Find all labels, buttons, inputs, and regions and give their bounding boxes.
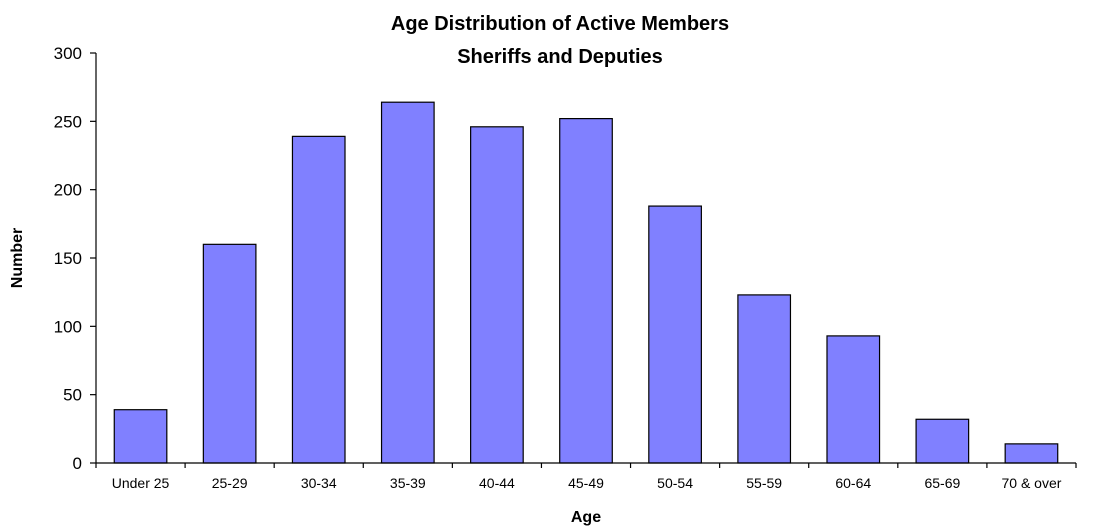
y-tick-label-0: 0: [73, 454, 82, 473]
x-tick-label-9: 65-69: [924, 475, 960, 491]
x-tick-label-7: 55-59: [746, 475, 782, 491]
y-axis-label: Number: [9, 228, 26, 288]
x-tick-label-3: 35-39: [390, 475, 426, 491]
bar-6: [648, 205, 702, 464]
y-tick-label-3: 150: [54, 249, 82, 268]
y-tick-label-2: 100: [54, 317, 82, 336]
chart-subtitle: Sheriffs and Deputies: [457, 46, 663, 68]
x-tick-label-4: 40-44: [479, 475, 515, 491]
bars-group: [113, 101, 1059, 464]
bar-4: [470, 126, 524, 464]
x-tick-label-1: 25-29: [212, 475, 248, 491]
y-axis-ticks: 0 50 100 150 200 250 300: [54, 44, 96, 473]
bar-5: [559, 117, 613, 464]
x-tick-label-2: 30-34: [301, 475, 337, 491]
x-tick-label-8: 60-64: [835, 475, 871, 491]
y-tick-label-4: 200: [54, 181, 82, 200]
bar-0: [113, 409, 168, 464]
x-tick-label-5: 45-49: [568, 475, 604, 491]
chart-title: Age Distribution of Active Members: [391, 13, 729, 35]
x-tick-label-10: 70 & over: [1001, 475, 1061, 491]
bar-7: [737, 294, 792, 464]
bar-1: [202, 243, 257, 464]
bar-10: [1004, 443, 1059, 464]
x-tick-label-0: Under 25: [112, 475, 170, 491]
y-tick-label-6: 300: [54, 44, 82, 63]
bar-8: [826, 335, 881, 464]
x-tick-label-6: 50-54: [657, 475, 693, 491]
y-tick-label-1: 50: [63, 386, 82, 405]
x-axis-label: Age: [571, 509, 601, 526]
bar-9: [915, 418, 970, 464]
y-tick-label-5: 250: [54, 112, 82, 131]
bar-3: [380, 101, 435, 464]
x-axis-ticks: Under 25 25-29 30-34 35-39 40-44 45-49 50-54 55…: [95, 463, 1077, 491]
bar-2: [291, 135, 346, 464]
